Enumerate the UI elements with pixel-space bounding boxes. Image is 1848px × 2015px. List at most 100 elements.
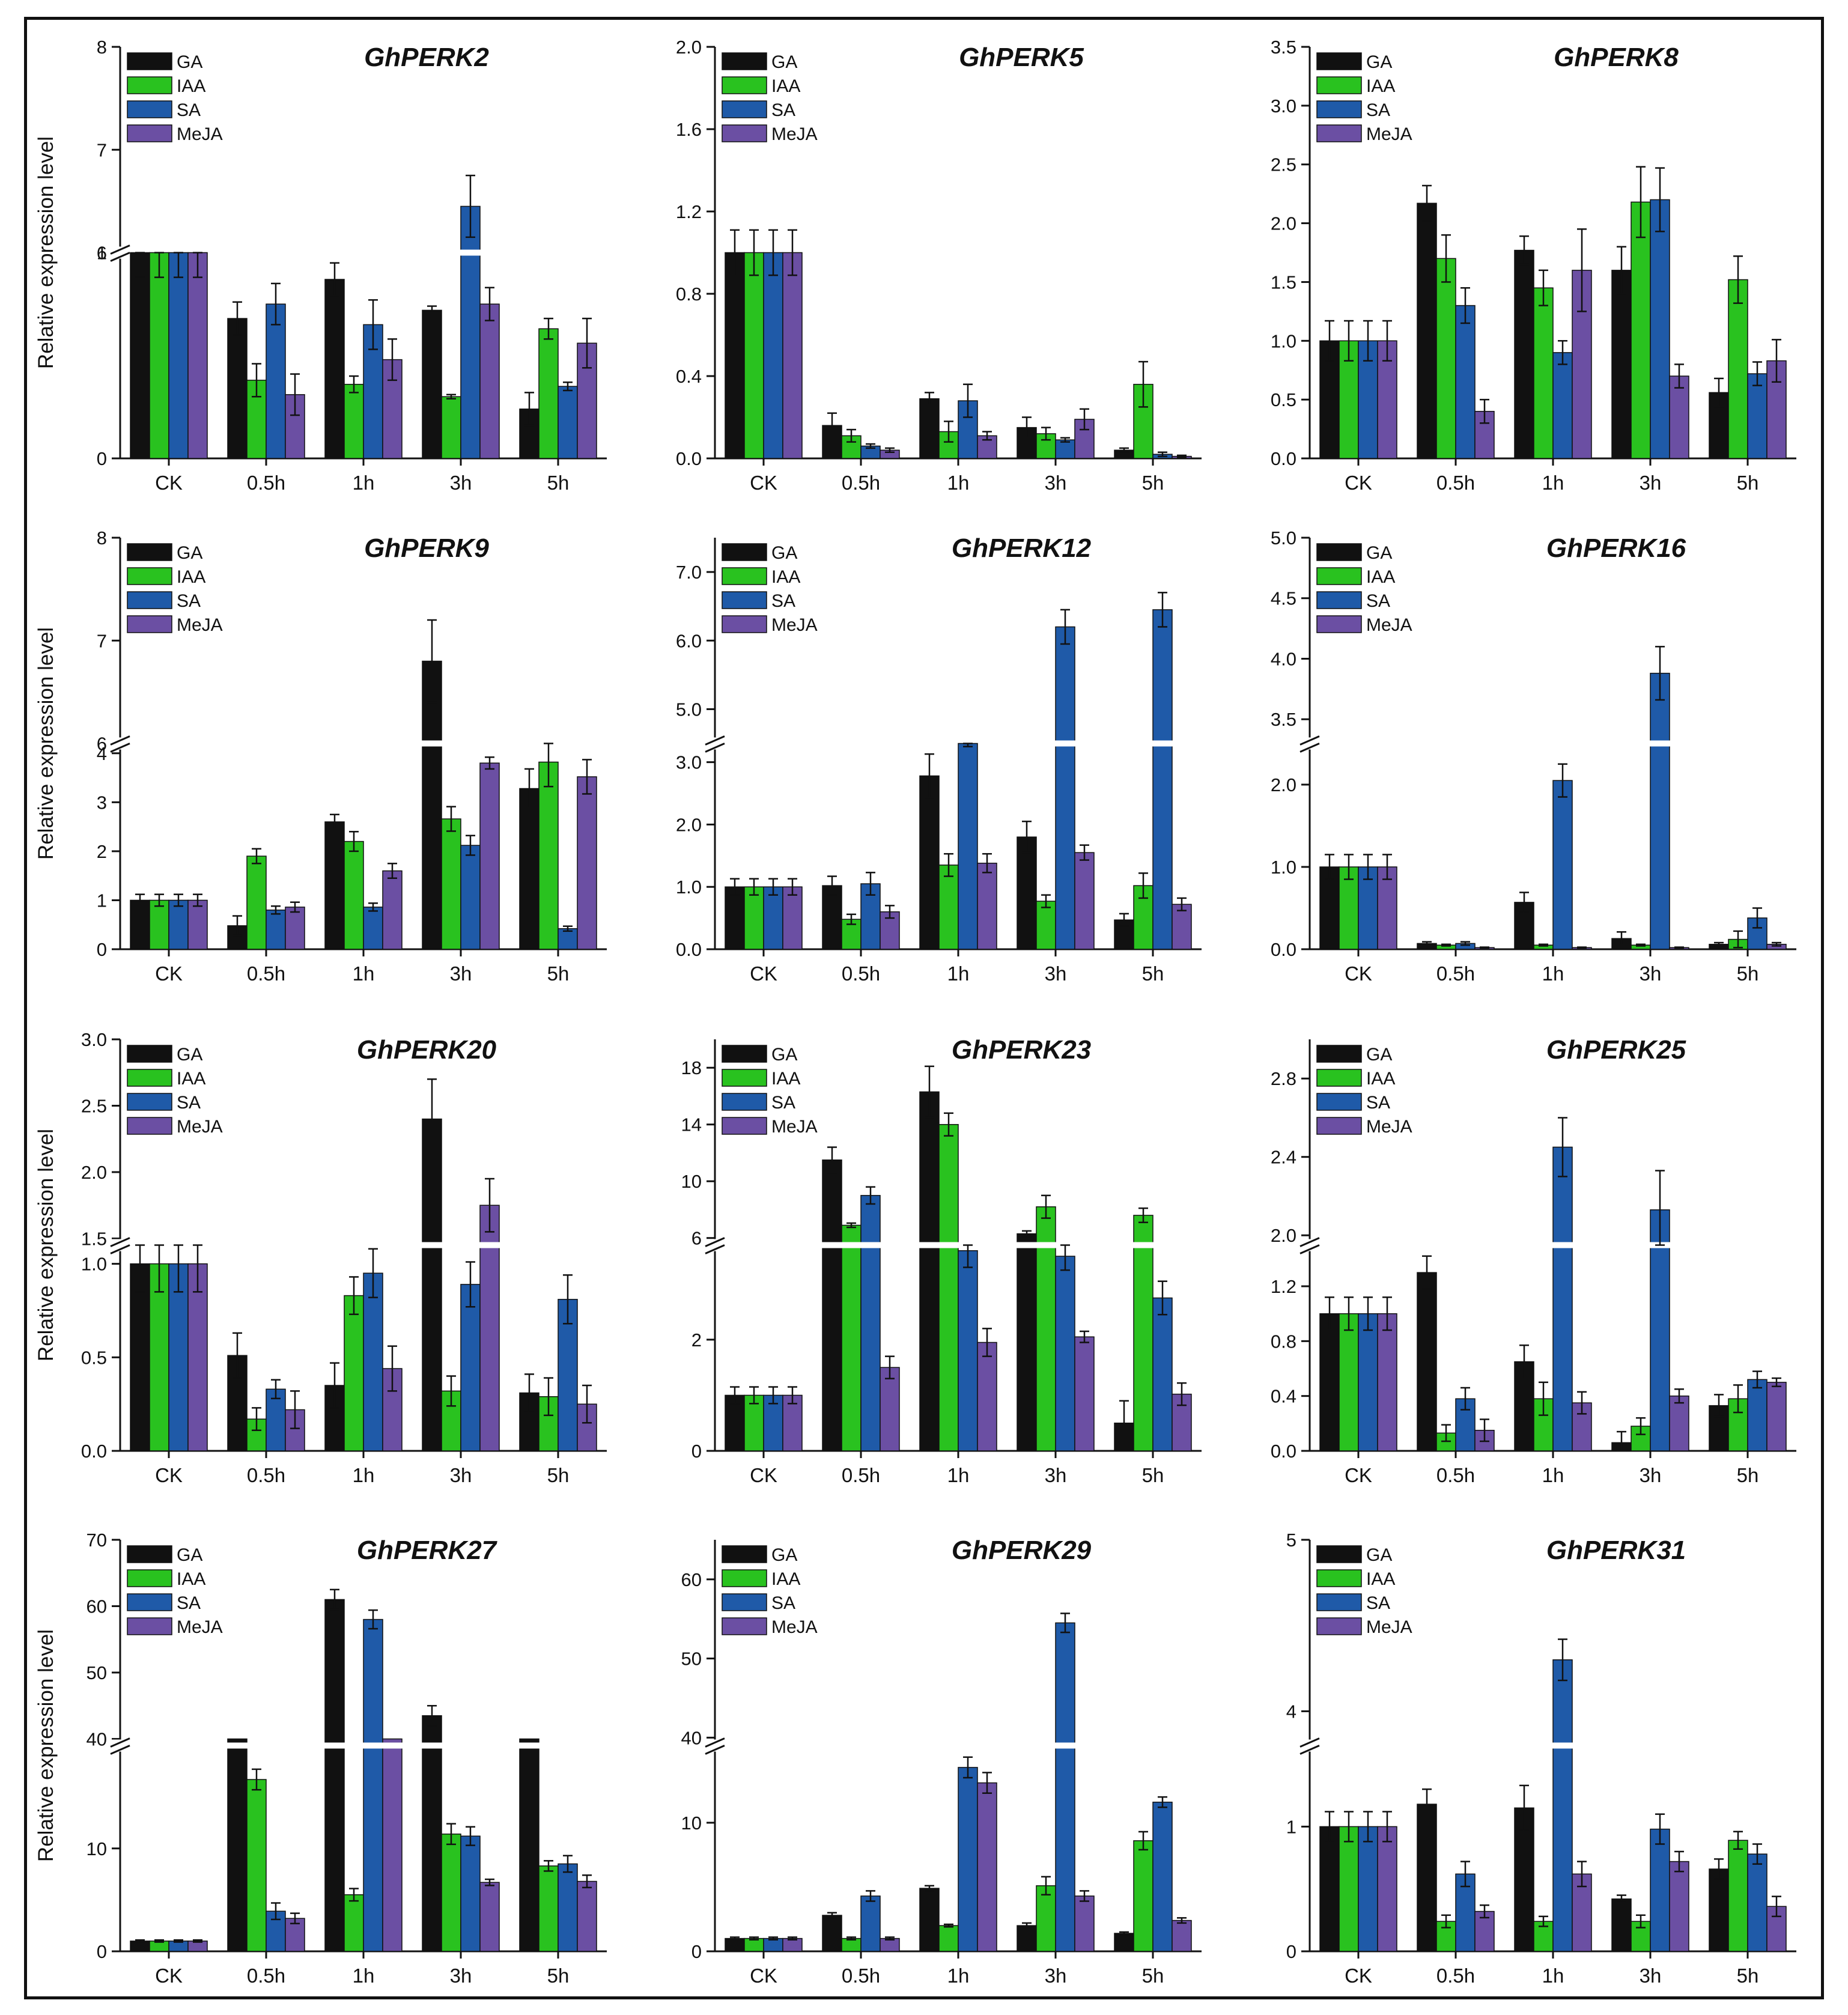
y-tick-label: 2 [97, 841, 107, 862]
bar-iaa [149, 899, 169, 950]
bar-break-gap [227, 1742, 248, 1749]
bar-meja [1377, 1826, 1397, 1952]
y-tick-label: 0.4 [676, 366, 702, 387]
x-tick-label: 5h [1142, 1965, 1164, 1987]
legend-label: IAA [1366, 76, 1395, 96]
legend-label: GA [177, 543, 202, 563]
bar-ga [822, 1159, 842, 1451]
bar-iaa [938, 865, 959, 950]
x-tick-label: 5h [1142, 1464, 1164, 1486]
bar-sa [266, 303, 286, 459]
legend-label: MeJA [771, 1117, 818, 1137]
y-tick-label: 0.4 [1271, 1386, 1296, 1407]
bar-sa [1552, 1146, 1573, 1451]
legend-label: MeJA [1366, 1617, 1412, 1637]
x-tick-label: 3h [450, 1464, 472, 1486]
x-tick-label: CK [1345, 1965, 1372, 1987]
y-tick-label: 1 [97, 243, 107, 264]
bar-iaa [441, 1834, 461, 1952]
y-tick-label: 0.8 [676, 284, 702, 305]
x-tick-label: 0.5h [247, 1965, 285, 1987]
axis-break-mark [1299, 735, 1320, 746]
bar-ga [1319, 866, 1340, 950]
axis-break-mark [110, 1237, 130, 1247]
legend-swatch-iaa [1316, 567, 1362, 585]
bar-meja [977, 863, 997, 950]
x-tick-label: 3h [1640, 962, 1662, 985]
legend-label: SA [177, 100, 201, 120]
legend-swatch-meja [1316, 615, 1362, 633]
axis-break-mark [705, 1745, 725, 1755]
panel-ghperk8: 0.0 0.5 1.0 1.5 2.0 2.5 3.0 3.5 CK 0.5h 1h 3h 5h GhPE… [1271, 37, 1796, 494]
x-tick-label: CK [155, 1464, 183, 1486]
y-tick-label: 5 [1286, 1530, 1296, 1551]
bar-sa [1747, 1379, 1767, 1451]
bar-break-gap [363, 1742, 383, 1749]
bar-iaa [344, 840, 364, 950]
bar-break-gap [1552, 1242, 1573, 1248]
bar-iaa [344, 383, 364, 459]
y-tick-label: 0.0 [1271, 448, 1296, 469]
y-tick-label: 2.4 [1271, 1147, 1296, 1168]
y-tick-label: 2.0 [1271, 213, 1296, 234]
bar-break-gap [479, 1242, 500, 1248]
x-tick-label: 0.5h [1436, 472, 1475, 494]
x-tick-label: 5h [547, 472, 570, 494]
y-tick-label: 2.8 [1271, 1068, 1296, 1089]
x-tick-label: 5h [547, 1464, 570, 1486]
legend-swatch-ga [1316, 1545, 1362, 1563]
legend-label: SA [771, 1093, 795, 1113]
x-tick-label: CK [750, 1965, 777, 1987]
x-tick-label: 1h [1542, 472, 1564, 494]
y-tick-label: 4.5 [1271, 588, 1296, 609]
bar-meja [1669, 375, 1689, 459]
legend-swatch-meja [722, 615, 767, 633]
y-tick-label: 10 [681, 1171, 702, 1192]
bar-iaa [1533, 287, 1554, 459]
legend-swatch-ga [127, 1545, 172, 1563]
legend-swatch-ga [722, 1545, 767, 1563]
bar-break-gap [938, 1242, 959, 1248]
y-tick-label: 50 [681, 1649, 702, 1670]
bar-iaa [1339, 1313, 1359, 1451]
axis-break-mark [1299, 1244, 1320, 1254]
legend-swatch-ga [1316, 543, 1362, 561]
bar-ga [1514, 249, 1534, 459]
legend-swatch-meja [722, 1117, 767, 1135]
bar-sa [558, 1863, 578, 1952]
bar-ga [1417, 1272, 1437, 1451]
bar-ga [1319, 1313, 1340, 1451]
y-tick-label: 3.0 [1271, 96, 1296, 117]
bar-iaa [938, 1123, 959, 1451]
y-tick-label: 2.0 [676, 814, 702, 835]
panel-ghperk12: 0.0 1.0 2.0 3.0 5.0 6.0 7.0 CK 0.5h 1h 3h 5h GhPERK1… [676, 533, 1202, 985]
y-tick-label: 0.0 [676, 939, 702, 960]
bar-sa [1552, 352, 1573, 459]
x-tick-label: 1h [947, 1464, 970, 1486]
legend-swatch-iaa [722, 76, 767, 94]
y-tick-label: 2.5 [1271, 154, 1296, 175]
bar-meja [577, 1880, 597, 1952]
bar-ga [422, 309, 442, 459]
y-tick-label: 1.2 [676, 201, 702, 222]
chart-title: GhPERK5 [959, 43, 1084, 72]
y-tick-label: 2.0 [1271, 774, 1296, 795]
y-tick-label: 3.5 [1271, 709, 1296, 730]
bar-sa [1358, 1313, 1378, 1451]
bar-break-gap [382, 1742, 403, 1749]
bar-sa [1152, 609, 1173, 950]
legend-label: GA [1366, 543, 1392, 563]
legend-swatch-sa [1316, 1093, 1362, 1111]
x-tick-label: 0.5h [247, 962, 285, 985]
bar-ga [919, 775, 940, 950]
y-tick-label: 4.0 [1271, 648, 1296, 669]
legend-swatch-iaa [127, 567, 172, 585]
chart-title: GhPERK29 [952, 1536, 1092, 1565]
legend-label: GA [1366, 52, 1392, 72]
x-tick-label: CK [155, 1965, 183, 1987]
x-tick-label: CK [155, 472, 183, 494]
axis-break-mark [110, 743, 130, 753]
bar-break-gap [1133, 1242, 1153, 1248]
legend-swatch-meja [127, 124, 172, 142]
